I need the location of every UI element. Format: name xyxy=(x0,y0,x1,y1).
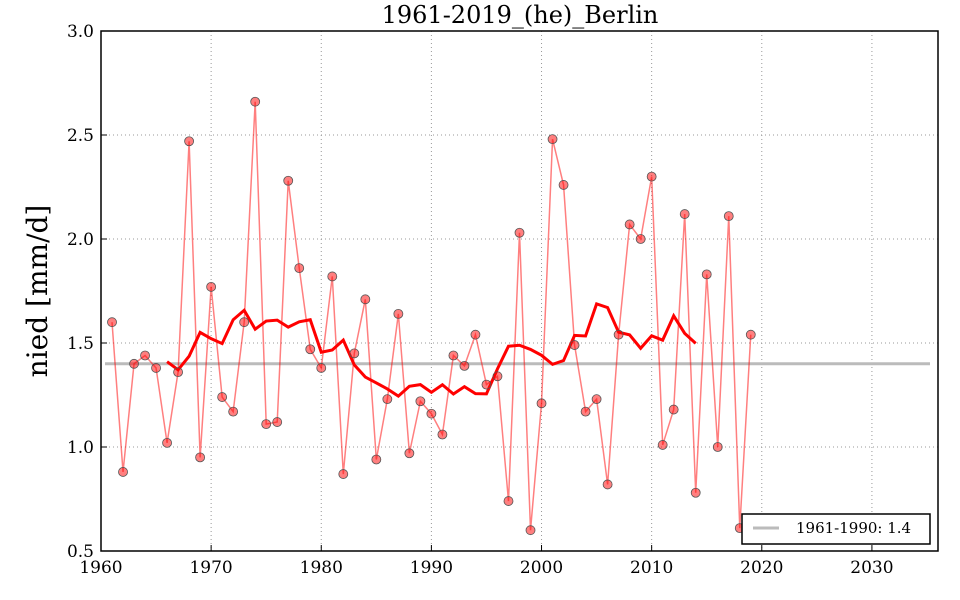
data-point xyxy=(668,404,679,415)
data-point xyxy=(261,419,272,430)
data-point xyxy=(448,350,459,361)
data-point xyxy=(470,329,481,340)
data-point xyxy=(503,496,514,506)
chart-title: 1961-2019_(he)_Berlin xyxy=(382,1,659,29)
x-tick-label: 2000 xyxy=(520,558,563,578)
data-point xyxy=(349,348,360,359)
data-point xyxy=(360,294,371,305)
data-point xyxy=(272,417,283,427)
series xyxy=(107,96,756,536)
data-point xyxy=(679,209,690,219)
data-point xyxy=(437,429,448,440)
data-point xyxy=(118,467,128,477)
data-point xyxy=(239,317,250,328)
data-point xyxy=(195,452,206,463)
data-point xyxy=(525,525,536,536)
ticks: 1960 1970 1980 1990 2000 2010 2020 2030 0.5 1.0 1.… xyxy=(67,22,894,578)
data-point xyxy=(162,437,172,448)
data-point xyxy=(558,180,569,190)
data-point xyxy=(140,350,150,361)
data-point xyxy=(602,479,613,490)
data-point xyxy=(283,175,294,186)
data-point xyxy=(613,329,624,340)
y-tick-label: 1.0 xyxy=(67,438,94,458)
legend: 1961-1990: 1.4 xyxy=(741,513,931,545)
data-point xyxy=(536,398,547,409)
data-point xyxy=(701,269,712,280)
data-point xyxy=(459,360,470,371)
moving-average-line xyxy=(166,301,697,399)
data-point xyxy=(657,440,668,450)
data-point xyxy=(635,234,646,244)
x-tick-label: 2010 xyxy=(630,558,673,578)
x-tick-label: 1970 xyxy=(189,558,232,578)
y-tick-label: 2.5 xyxy=(67,126,94,146)
data-point xyxy=(371,454,382,465)
data-point xyxy=(393,308,404,319)
legend-label: 1961-1990: 1.4 xyxy=(796,519,911,537)
x-tick-label: 1990 xyxy=(410,558,453,578)
grid xyxy=(100,30,938,552)
data-point xyxy=(624,219,635,230)
data-point xyxy=(723,211,734,222)
data-point xyxy=(404,448,415,459)
y-tick-label: 0.5 xyxy=(67,542,94,562)
data-point xyxy=(206,281,217,292)
data-point xyxy=(382,394,393,405)
x-tick-label: 1980 xyxy=(300,558,343,578)
y-axis-label: nied [mm/d] xyxy=(21,205,54,378)
y-tick-label: 1.5 xyxy=(67,334,94,354)
y-tick-label: 3.0 xyxy=(67,22,94,42)
data-point xyxy=(690,487,701,498)
data-point xyxy=(107,317,117,328)
x-tick-label: 2020 xyxy=(740,558,783,578)
data-point xyxy=(426,408,437,419)
plot-frame xyxy=(100,30,939,552)
data-point xyxy=(173,367,183,378)
y-tick-label: 2.0 xyxy=(67,230,94,250)
data-point xyxy=(481,379,492,390)
data-point xyxy=(514,227,525,238)
data-point xyxy=(184,136,195,147)
data-point xyxy=(294,263,305,274)
data-point xyxy=(415,396,426,407)
data-point xyxy=(569,340,580,350)
data-point xyxy=(316,363,327,373)
data-point xyxy=(228,406,239,417)
data-point xyxy=(129,358,139,369)
x-tick-label: 1960 xyxy=(79,558,122,578)
data-point xyxy=(338,469,349,479)
data-point xyxy=(305,344,316,355)
data-point xyxy=(492,371,503,382)
data-point xyxy=(217,392,228,402)
data-point xyxy=(327,271,338,282)
data-point xyxy=(646,171,657,182)
data-point xyxy=(745,329,756,340)
data-point xyxy=(250,96,261,107)
data-point xyxy=(151,363,161,373)
x-tick-label: 2030 xyxy=(850,558,893,578)
data-point xyxy=(591,394,602,405)
data-point xyxy=(580,406,591,417)
data-point xyxy=(547,134,558,145)
data-point xyxy=(712,442,723,452)
